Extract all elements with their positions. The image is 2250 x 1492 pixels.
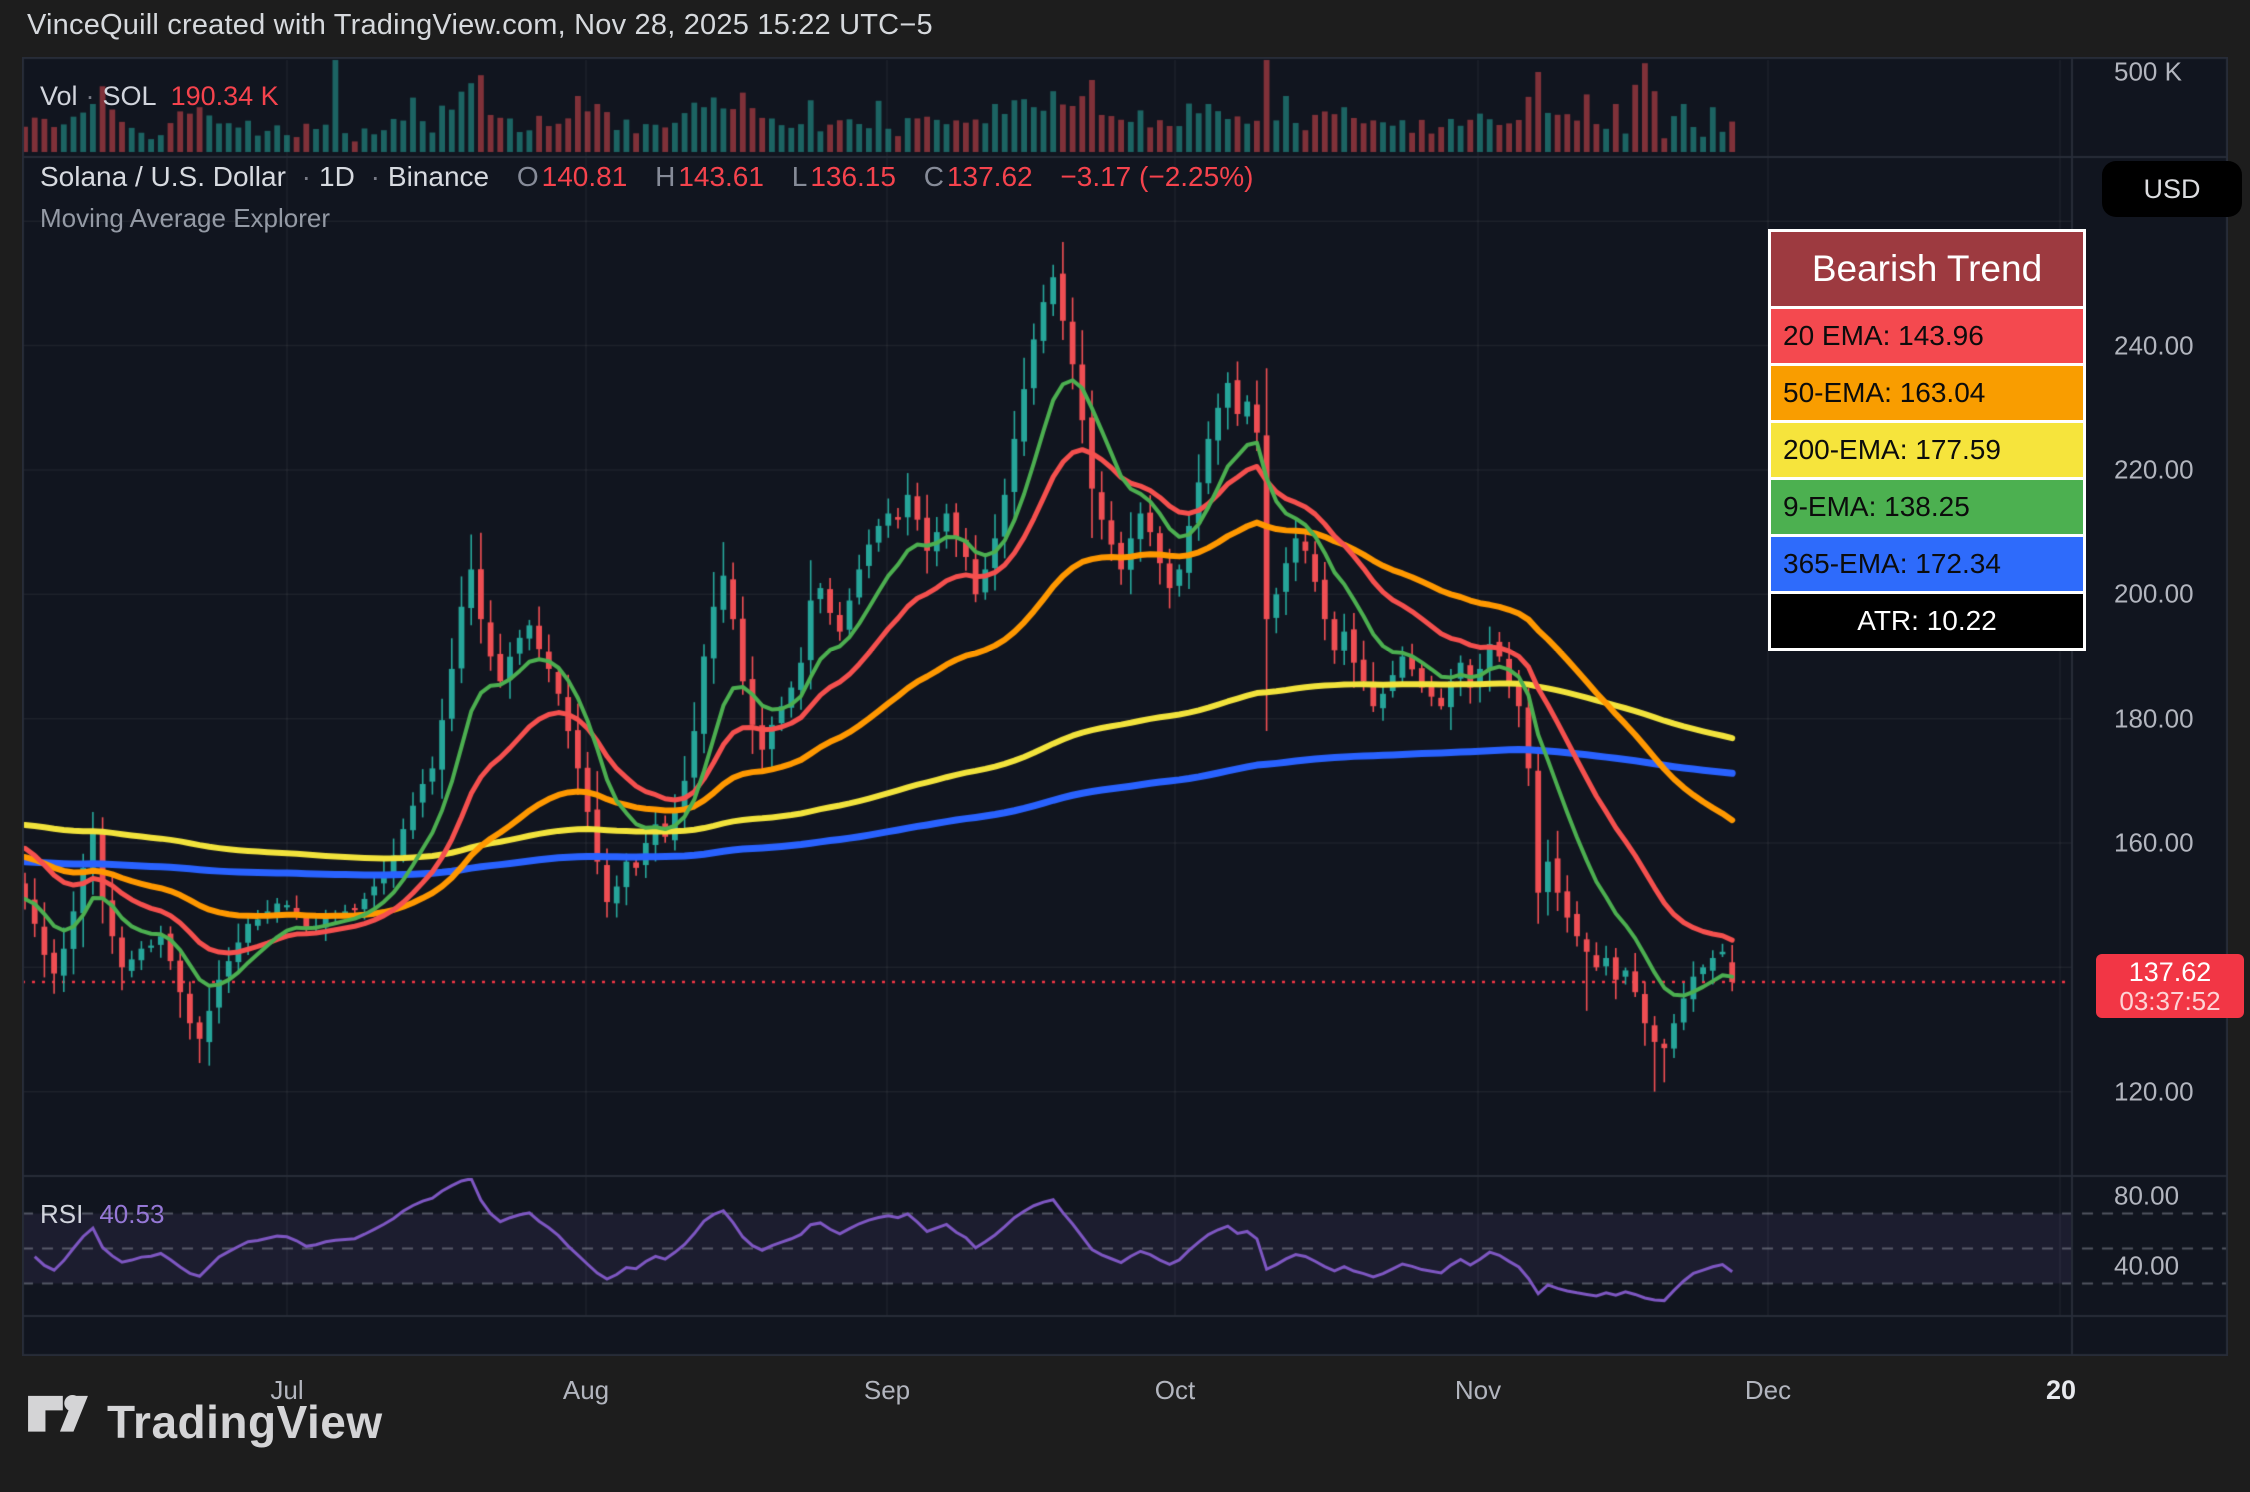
volume-value: 190.34 K (170, 81, 279, 111)
chart-widget[interactable]: Vol · SOL 190.34 K Solana / U.S. Dollar · 1D… (22, 56, 2244, 1405)
month-tick: Aug (562, 1375, 610, 1405)
month-tick: Oct (1154, 1375, 1196, 1405)
price-tick: 220.00 (2114, 454, 2194, 485)
close-label: C (923, 161, 944, 192)
rsi-value: 40.53 (99, 1199, 165, 1229)
volume-symbol: SOL (102, 81, 157, 111)
separator-dot: · (85, 81, 95, 111)
currency-button[interactable]: USD (2102, 161, 2242, 217)
trend-panel-row-200ema: 200-EMA: 177.59 (1771, 423, 2083, 477)
change-value: −3.17 (−2.25%) (1060, 161, 1254, 192)
rsi-scale-tick: 40.00 (2114, 1250, 2180, 1281)
trend-panel-row-atr: ATR: 10.22 (1771, 594, 2083, 648)
high-value: 143.61 (678, 161, 764, 192)
rsi-indicator-name: RSI (40, 1199, 84, 1229)
exchange-label: Binance (387, 161, 490, 192)
separator-dot: · (370, 161, 380, 192)
indicator-legend[interactable]: Moving Average Explorer (40, 203, 330, 234)
price-tick: 180.00 (2114, 703, 2194, 734)
rsi-legend[interactable]: RSI 40.53 (40, 1199, 164, 1230)
tradingview-logo[interactable]: TradingView (27, 1394, 383, 1450)
last-price-value: 137.62 (2128, 956, 2212, 987)
tradingview-logo-icon (28, 1394, 88, 1432)
indicator-name: Moving Average Explorer (40, 203, 331, 233)
high-label: H (655, 161, 676, 192)
symbol-name: Solana / U.S. Dollar (40, 161, 286, 192)
month-tick: Sep (863, 1375, 911, 1405)
bar-countdown: 03:37:52 (2119, 985, 2221, 1016)
interval-label: 1D (319, 161, 355, 192)
volume-legend[interactable]: Vol · SOL 190.34 K (40, 81, 279, 112)
trend-panel: Bearish Trend 20 EMA: 143.96 50-EMA: 163… (1768, 229, 2086, 651)
last-price-badge: 137.62 03:37:52 (2096, 954, 2244, 1018)
month-tick: Jul (270, 1375, 304, 1405)
year-tick: 20 (2046, 1375, 2077, 1405)
close-value: 137.62 (946, 161, 1033, 192)
price-tick: 240.00 (2114, 330, 2194, 361)
separator-dot: · (301, 161, 311, 192)
month-tick: Nov (1454, 1375, 1502, 1405)
price-tick: 120.00 (2114, 1076, 2194, 1107)
trend-panel-row-365ema: 365-EMA: 172.34 (1771, 537, 2083, 591)
price-tick: 160.00 (2114, 827, 2194, 858)
symbol-legend[interactable]: Solana / U.S. Dollar · 1D · Binance O 140.8… (40, 161, 1253, 193)
volume-scale-tick: 500 K (2114, 56, 2182, 87)
low-value: 136.15 (810, 161, 896, 192)
time-axis[interactable]: Jul Aug Sep Oct Nov Dec 20 (22, 1373, 2228, 1413)
low-label: L (791, 161, 808, 192)
open-value: 140.81 (541, 161, 628, 192)
rsi-scale-tick: 80.00 (2114, 1180, 2180, 1211)
tradingview-logo-text: TradingView (107, 1396, 383, 1448)
price-tick: 200.00 (2114, 578, 2194, 609)
volume-indicator-name: Vol (40, 81, 78, 111)
open-label: O (516, 161, 539, 192)
trend-panel-row-20ema: 20 EMA: 143.96 (1771, 309, 2083, 363)
trend-panel-row-9ema: 9-EMA: 138.25 (1771, 480, 2083, 534)
trend-panel-title: Bearish Trend (1771, 232, 2083, 306)
price-scale[interactable]: 500 K USD 240.00 220.00 200.00 180.00 160.00… (2072, 56, 2244, 1356)
trend-panel-row-50ema: 50-EMA: 163.04 (1771, 366, 2083, 420)
snapshot-title: VinceQuill created with TradingView.com,… (27, 9, 933, 41)
month-tick: Dec (1744, 1375, 1792, 1405)
